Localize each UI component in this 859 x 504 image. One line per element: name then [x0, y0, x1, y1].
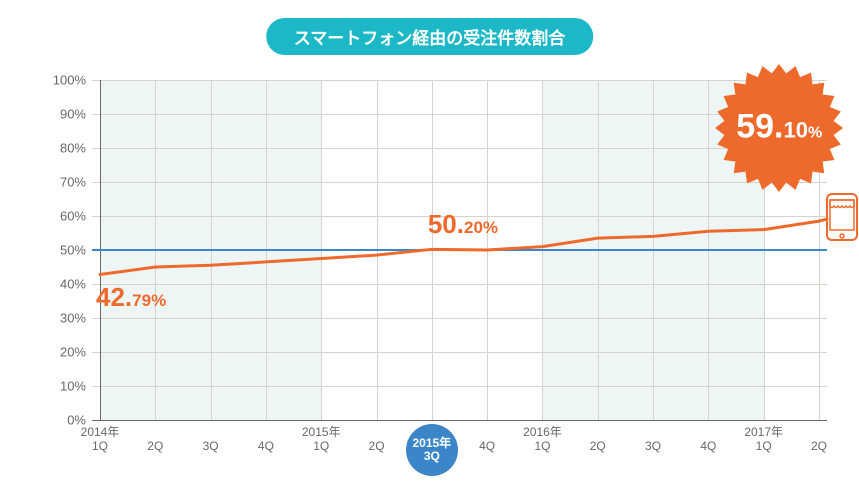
value-callout: 42.79%: [96, 282, 166, 313]
x-tick-label: 4Q: [700, 426, 716, 454]
y-tick-label: 40%: [42, 277, 86, 292]
y-tick-label: 20%: [42, 345, 86, 360]
y-tick-label: 80%: [42, 141, 86, 156]
x-tick-label: 2Q: [590, 426, 606, 454]
x-tick-highlight-badge: 2015年3Q: [406, 424, 458, 476]
highlight-burst-label: 59.10%: [736, 107, 822, 146]
x-tick-label: 4Q: [479, 426, 495, 454]
x-tick-label: 2Q: [811, 426, 827, 454]
x-tick-label: 3Q: [203, 426, 219, 454]
value-callout: 50.20%: [428, 209, 498, 240]
y-tick-label: 10%: [42, 379, 86, 394]
x-tick-label: 2Q: [369, 426, 385, 454]
x-tick-label: 2Q: [147, 426, 163, 454]
chart-title: スマートフォン経由の受注件数割合: [266, 18, 594, 55]
y-tick-label: 70%: [42, 175, 86, 190]
highlight-burst: 59.10%: [715, 64, 843, 192]
y-tick-label: 60%: [42, 209, 86, 224]
x-tick-label: 2016年1Q: [523, 426, 562, 454]
x-tick-label: 2015年1Q: [302, 426, 341, 454]
y-tick-label: 0%: [42, 413, 86, 428]
x-tick-label: 2014年1Q: [81, 426, 120, 454]
x-tick-label: 4Q: [258, 426, 274, 454]
y-tick-label: 90%: [42, 107, 86, 122]
y-tick-label: 100%: [42, 73, 86, 88]
y-tick-label: 30%: [42, 311, 86, 326]
gridline-horizontal: [92, 420, 827, 421]
x-tick-label: 2017年1Q: [744, 426, 783, 454]
phone-icon: [825, 192, 859, 242]
y-tick-label: 50%: [42, 243, 86, 258]
x-tick-label: 3Q: [645, 426, 661, 454]
